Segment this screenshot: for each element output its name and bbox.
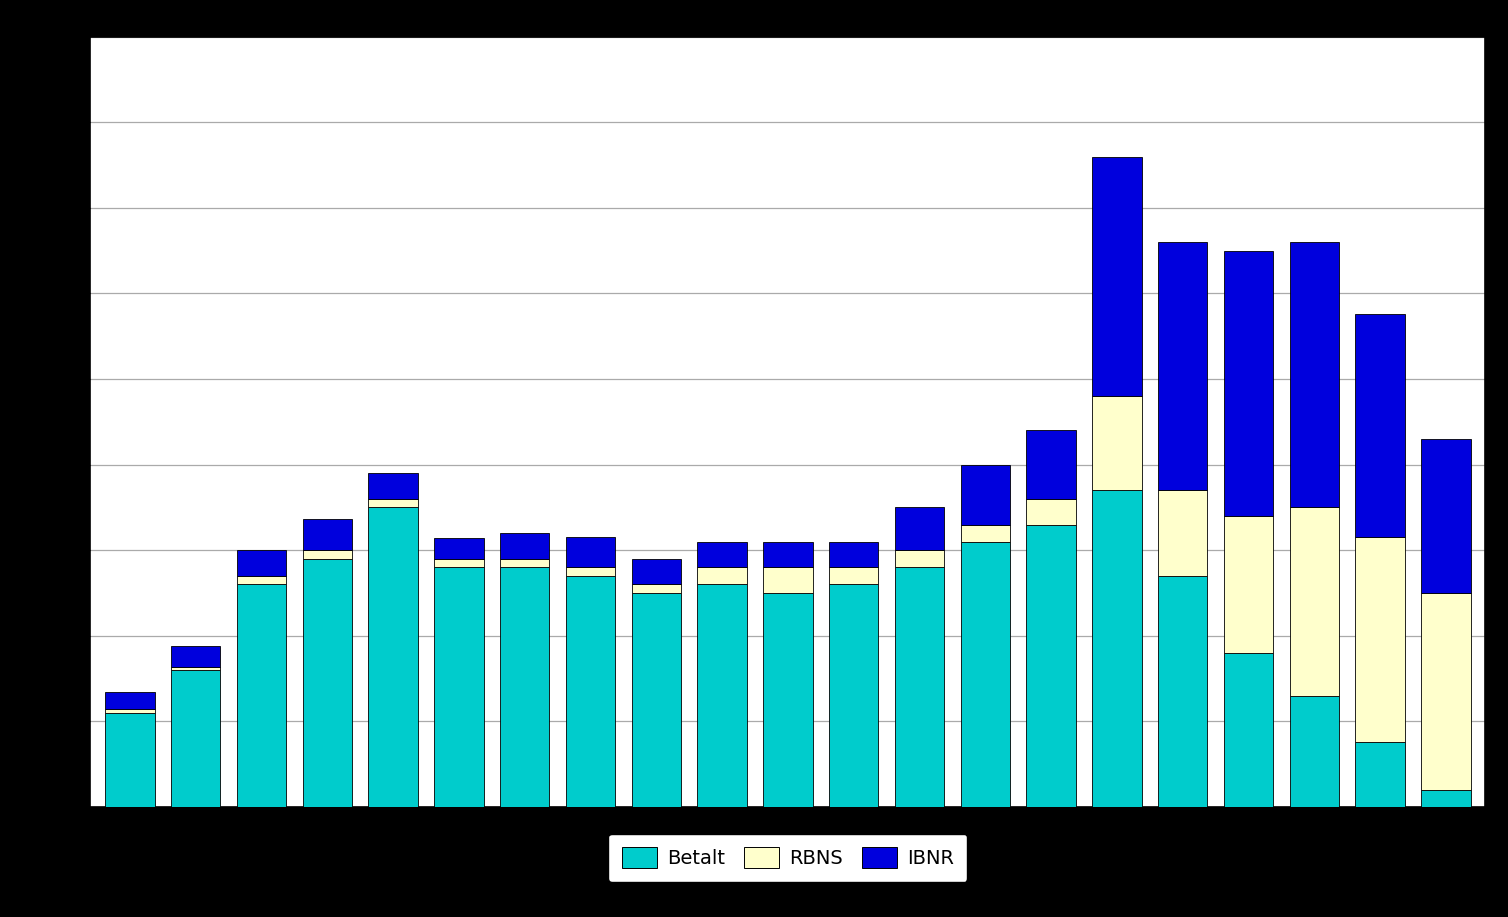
Bar: [1092, 491, 1142, 807]
Bar: [1421, 593, 1470, 790]
Bar: [763, 568, 813, 593]
Bar: [237, 584, 287, 807]
Bar: [434, 558, 484, 568]
Bar: [1027, 430, 1075, 499]
Bar: [170, 667, 220, 670]
Bar: [1289, 242, 1339, 507]
Bar: [566, 568, 615, 576]
Bar: [961, 465, 1010, 525]
Bar: [566, 536, 615, 568]
Bar: [1289, 507, 1339, 696]
Bar: [434, 538, 484, 558]
Bar: [368, 507, 418, 807]
Bar: [894, 550, 944, 568]
Bar: [566, 576, 615, 807]
Bar: [632, 593, 682, 807]
Bar: [1158, 491, 1208, 576]
Bar: [368, 473, 418, 499]
Bar: [1092, 157, 1142, 396]
Legend: Betalt, RBNS, IBNR: Betalt, RBNS, IBNR: [608, 834, 968, 882]
Bar: [961, 525, 1010, 542]
Bar: [829, 584, 878, 807]
Bar: [763, 593, 813, 807]
Bar: [237, 576, 287, 584]
Bar: [106, 713, 155, 807]
Bar: [698, 568, 746, 584]
Bar: [106, 710, 155, 713]
Bar: [170, 646, 220, 667]
Bar: [698, 542, 746, 568]
Bar: [1289, 696, 1339, 807]
Bar: [894, 507, 944, 550]
Bar: [1356, 742, 1405, 807]
Bar: [501, 568, 549, 807]
Bar: [632, 584, 682, 593]
Bar: [1356, 314, 1405, 536]
Bar: [237, 550, 287, 576]
Bar: [368, 499, 418, 507]
Bar: [1421, 439, 1470, 593]
Bar: [1027, 499, 1075, 525]
Bar: [829, 568, 878, 584]
Bar: [501, 533, 549, 558]
Bar: [1224, 250, 1273, 516]
Bar: [1224, 653, 1273, 807]
Bar: [1356, 536, 1405, 742]
Bar: [1158, 576, 1208, 807]
Bar: [1027, 525, 1075, 807]
Bar: [1421, 790, 1470, 807]
Bar: [303, 558, 351, 807]
Bar: [303, 550, 351, 558]
Bar: [763, 542, 813, 568]
Bar: [1158, 242, 1208, 491]
Bar: [961, 542, 1010, 807]
Bar: [632, 558, 682, 584]
Bar: [106, 692, 155, 710]
Bar: [434, 568, 484, 807]
Bar: [170, 670, 220, 807]
Bar: [894, 568, 944, 807]
Bar: [698, 584, 746, 807]
Bar: [829, 542, 878, 568]
Bar: [303, 519, 351, 550]
Bar: [1224, 516, 1273, 653]
Bar: [1092, 396, 1142, 491]
Bar: [501, 558, 549, 568]
